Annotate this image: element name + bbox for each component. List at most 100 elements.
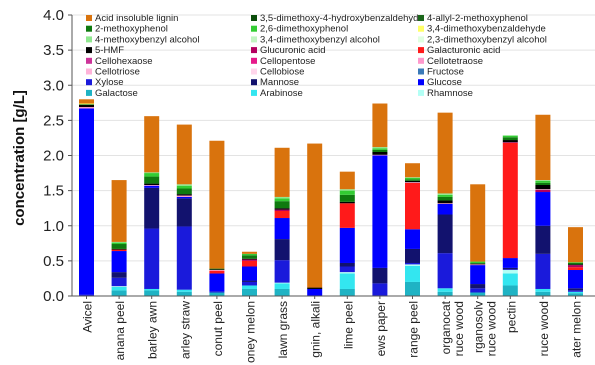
legend-swatch	[86, 68, 92, 75]
bar-segment	[209, 270, 225, 271]
bar-segment	[535, 180, 551, 181]
x-tick-label: pectin	[504, 301, 518, 333]
bar-segment	[274, 196, 290, 199]
legend: Acid insoluble lignin 3,5-dimethoxy-4-hyd…	[86, 13, 547, 99]
bar-segment	[502, 140, 518, 143]
legend-label: 3,4-dimethoxybenzyl alcohol	[260, 34, 380, 45]
legend-swatch	[86, 47, 92, 54]
y-tick-label: 2.5	[43, 112, 64, 129]
bar-segment	[242, 285, 257, 289]
bar-segment	[568, 267, 583, 271]
y-tick-label: 4.0	[43, 7, 64, 24]
bar-segment	[535, 114, 551, 181]
bar-segment	[339, 201, 355, 204]
bar-segment	[209, 270, 225, 274]
bar-segment	[176, 194, 192, 196]
x-tick-label: Avicel	[81, 301, 95, 333]
bar-segment	[339, 288, 355, 296]
legend-label: Glucuronic acid	[260, 45, 325, 56]
bar-segment	[405, 179, 420, 181]
bar-segment	[111, 249, 127, 252]
legend-swatch	[86, 79, 92, 86]
y-tick-label: 0.0	[43, 288, 64, 305]
bar-segment	[176, 198, 192, 227]
x-tick-label: ews paper	[374, 301, 388, 356]
legend-label: 3,5-dimethoxy-4-hydroxybenzaldehyde	[260, 13, 424, 24]
bar-segment	[568, 288, 583, 291]
legend-label: Cellotriose	[95, 67, 140, 78]
bar-segment	[568, 293, 583, 296]
bar-segment	[437, 194, 453, 197]
legend-label: Mannose	[260, 77, 299, 88]
legend-label: 2,6-dimethoxyphenol	[260, 24, 348, 35]
y-tick-labels: 0.0 0.5 1.0 1.5 2.0 2.5 3.0 3.5 4.0	[43, 7, 72, 305]
bar-segment	[111, 290, 127, 296]
bar-segment	[437, 200, 453, 204]
bar-segment	[437, 112, 453, 194]
bar-segment	[372, 267, 388, 284]
x-tick-label: gnin, alkali	[309, 301, 323, 358]
bar-segment	[470, 264, 486, 266]
bar-segment	[535, 288, 551, 292]
bar-segment	[176, 195, 192, 197]
y-tick-label: 3.0	[43, 77, 64, 94]
bar-segment	[79, 107, 94, 109]
bar-segment	[535, 182, 551, 186]
y-axis-label: concentration [g/L]	[11, 90, 28, 226]
x-tick-label: conut peel	[211, 301, 225, 356]
bar-segment	[405, 180, 420, 183]
bar-segment	[144, 187, 160, 229]
bar-segment	[405, 262, 420, 265]
bar-segment	[144, 173, 160, 177]
bar-segment	[339, 190, 355, 195]
bar-segment	[274, 283, 290, 289]
bar-segment	[242, 258, 257, 260]
legend-label: Glucose	[427, 77, 462, 88]
x-tick-label: ruce wood	[452, 301, 466, 356]
bar-segment	[111, 180, 127, 242]
legend-swatch	[251, 57, 257, 64]
bar-segment	[242, 280, 257, 282]
bar-segment	[176, 124, 192, 185]
bar-segment	[405, 264, 420, 266]
bar-segment	[242, 259, 257, 261]
bar-segment	[437, 253, 453, 289]
bar-segment	[568, 270, 583, 289]
x-tick-label: oney melon	[244, 301, 258, 363]
bar-segment	[79, 104, 94, 105]
legend-swatch	[251, 15, 257, 21]
bar-segment	[437, 288, 453, 292]
bar-segment	[144, 290, 160, 296]
bar-segment	[502, 258, 518, 268]
bars	[79, 99, 583, 296]
legend-label: Cellobiose	[260, 67, 304, 78]
x-tick-label: organocat	[439, 300, 453, 354]
legend-label: 5-HMF	[95, 45, 124, 56]
bar-segment	[405, 182, 420, 230]
bar-segment	[502, 267, 518, 270]
bar-segment	[568, 290, 583, 292]
legend-label: 4-methoxybenzyl alcohol	[95, 34, 200, 45]
bar-segment	[437, 291, 453, 296]
bar-segment	[502, 270, 518, 274]
bar-segment	[502, 269, 518, 271]
y-tick-label: 3.5	[43, 42, 64, 59]
bar-segment	[176, 291, 192, 296]
bar-segment	[274, 208, 290, 210]
bar-segment	[339, 262, 355, 267]
bar-segment	[568, 262, 583, 265]
bar-segment	[339, 171, 355, 190]
bar-segment	[111, 242, 127, 245]
bar-segment	[111, 248, 127, 250]
bar-segment	[209, 292, 225, 296]
bar-segment	[144, 228, 160, 289]
x-tick-label: ruce wood	[537, 301, 551, 356]
x-tick-labels: Avicel anana peel barley awn arley straw con…	[81, 296, 584, 363]
x-tick-label: ruce wood	[485, 301, 499, 356]
bar-segment	[339, 273, 355, 289]
bar-segment	[405, 265, 420, 282]
legend-label: Galactose	[95, 88, 138, 99]
bar-segment	[242, 251, 257, 254]
bar-segment	[535, 185, 551, 190]
